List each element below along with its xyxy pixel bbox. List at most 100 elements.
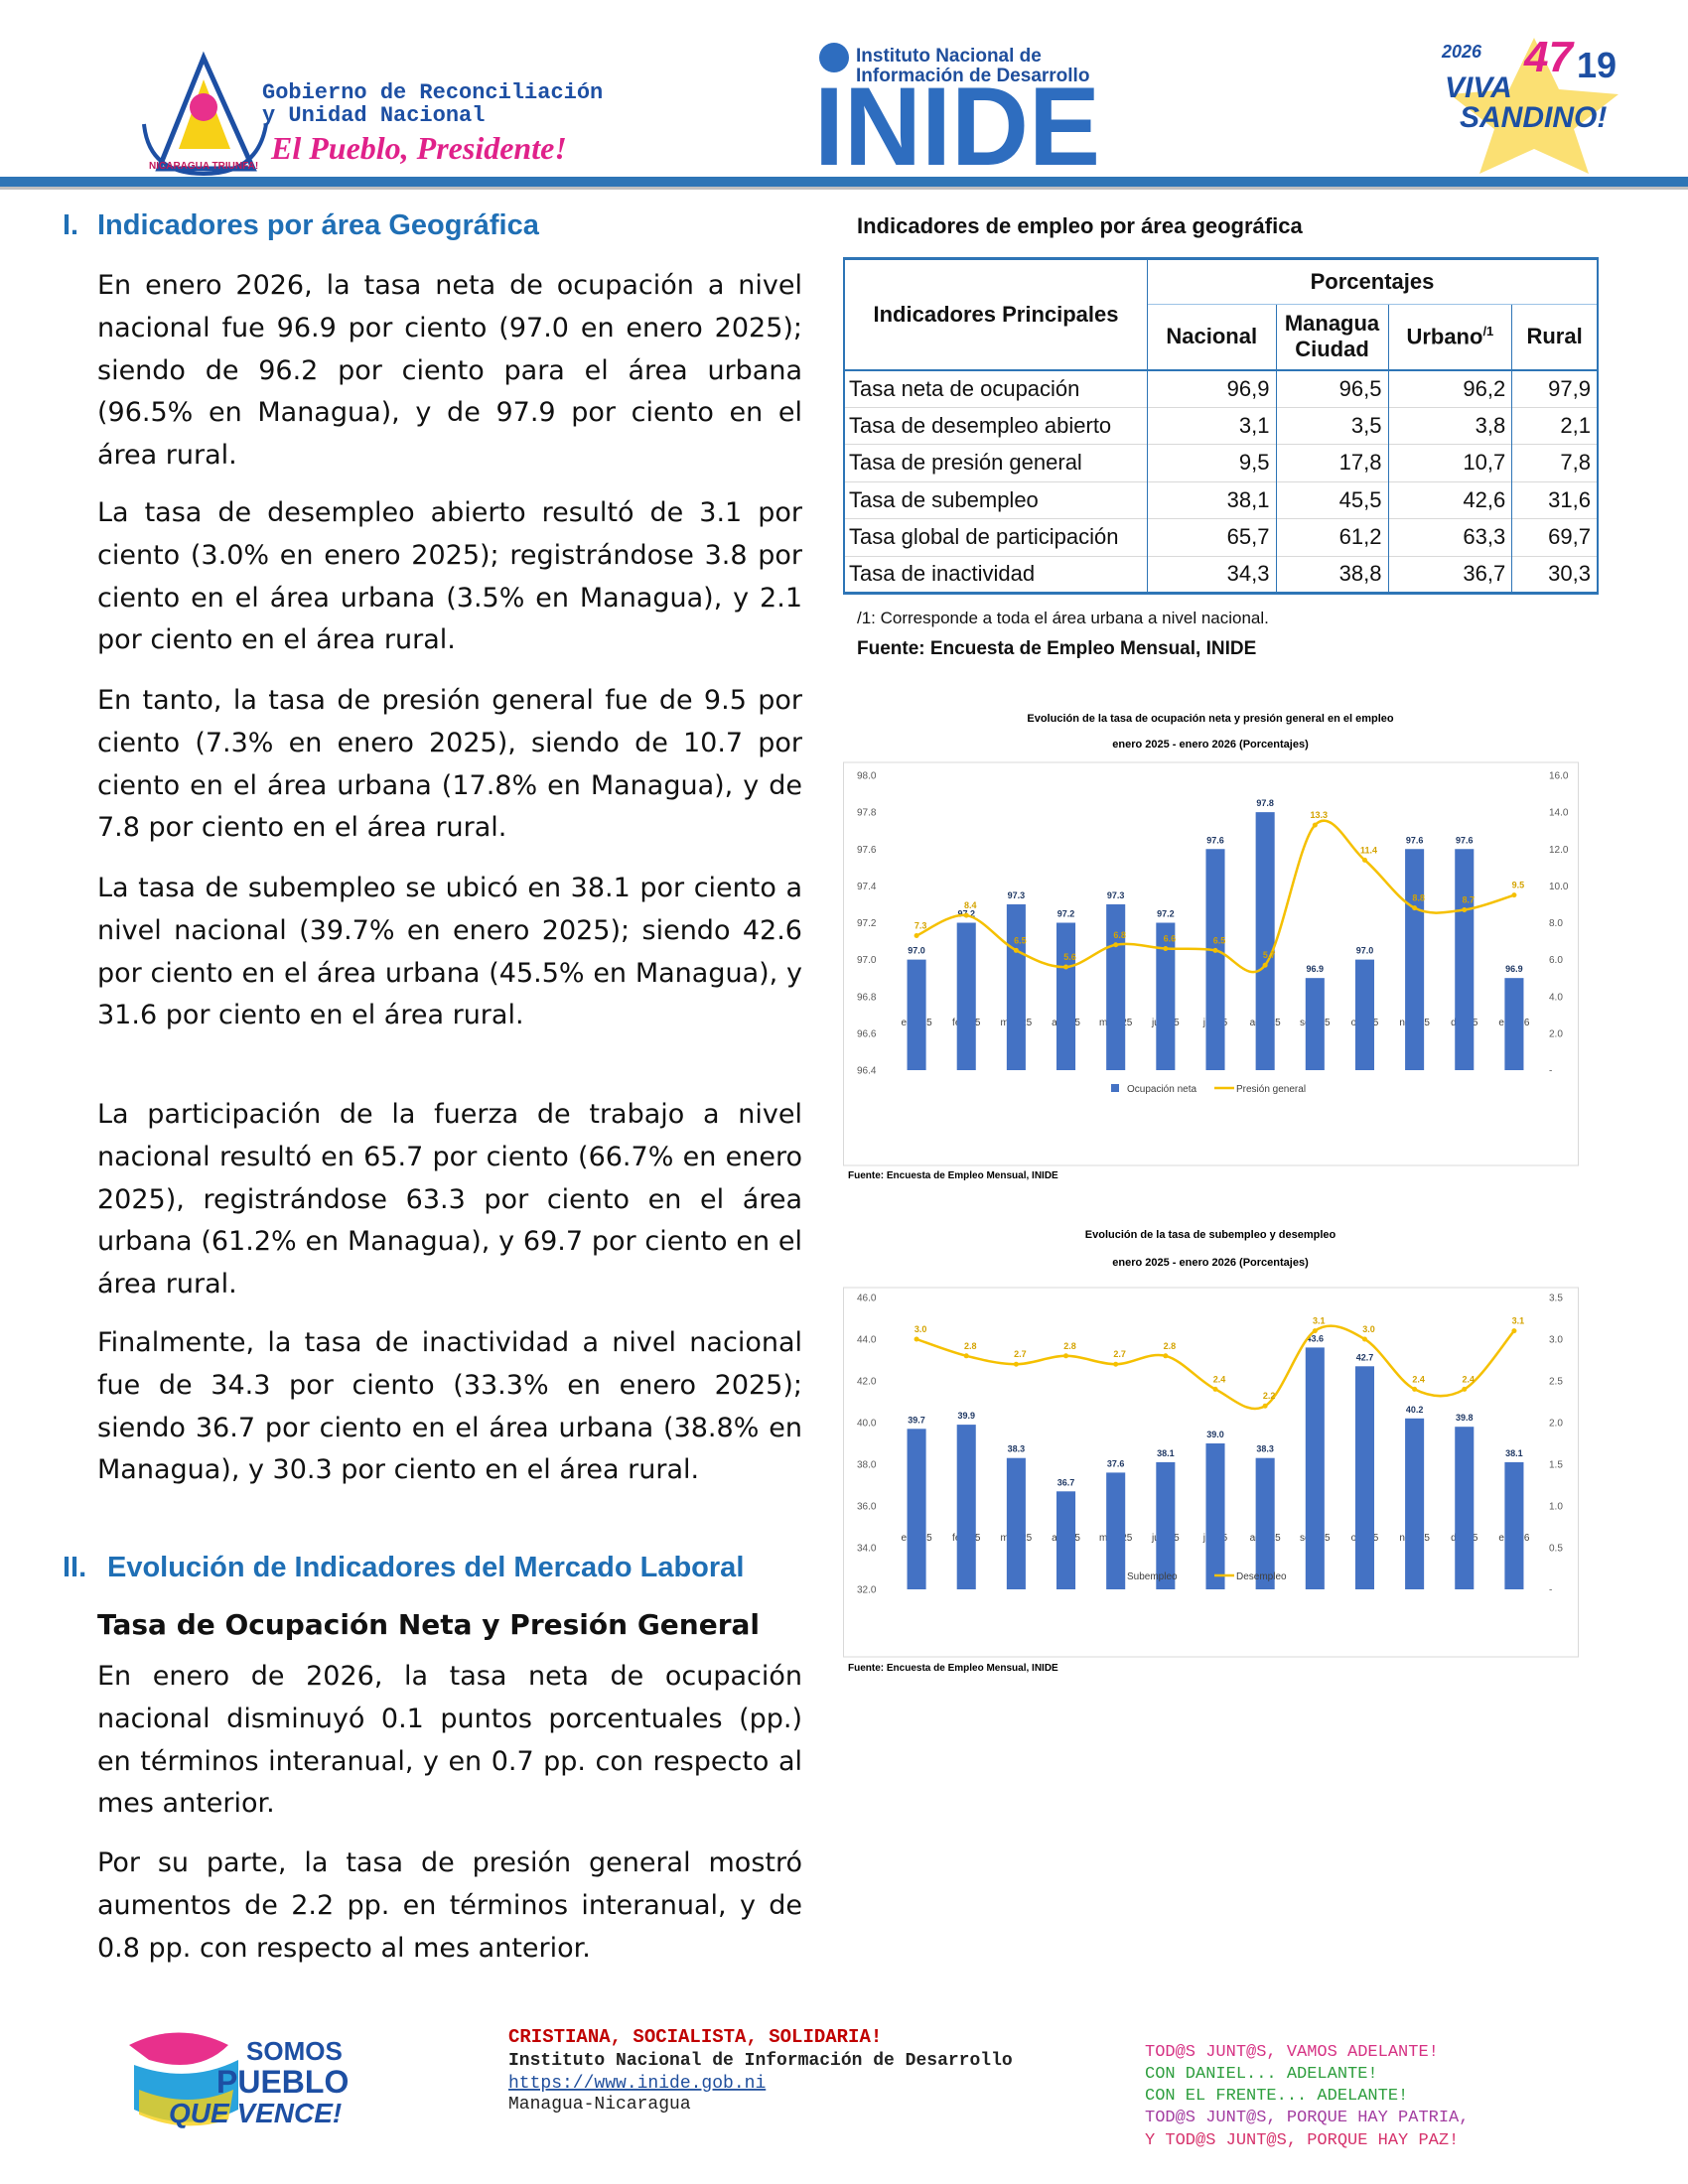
- column-header: Urbano/1: [1387, 304, 1512, 370]
- row-label: Tasa de presión general: [844, 444, 1148, 481]
- column-note: /1: [1482, 324, 1494, 340]
- table-row: Tasa de inactividad 34,3 38,8 36,7 30,3: [844, 556, 1598, 594]
- y2-tick-label: 1.0: [1549, 1502, 1563, 1513]
- legend-label: Subempleo: [1127, 1571, 1178, 1582]
- paragraph: La tasa de subempleo se ubicó en 38.1 po…: [97, 873, 802, 1031]
- government-logo: NICARAGUA TRIUNFA!: [142, 51, 268, 177]
- line-label: 6.5: [1213, 935, 1226, 945]
- bar-label: 97.8: [1256, 798, 1274, 808]
- line-marker: [1312, 822, 1318, 828]
- cell: 38,1: [1147, 481, 1276, 519]
- footer-slogan: CON DANIEL... ADELANTE!: [1145, 2065, 1378, 2084]
- page-header: NICARAGUA TRIUNFA! Gobierno de Reconcili…: [0, 33, 1688, 190]
- column-header: Nacional: [1147, 304, 1276, 370]
- chart-title: Evolución de la tasa de subempleo y dese…: [1085, 1229, 1336, 1241]
- anniv-number: 19: [1577, 45, 1617, 85]
- footer-logo-text: PUEBLO: [216, 2064, 349, 2100]
- subheading: Tasa de Ocupación Neta y Presión General: [97, 1608, 761, 1641]
- y-tick-label: 40.0: [857, 1419, 877, 1430]
- inide-logo: Instituto Nacional de Información de Des…: [814, 43, 1100, 189]
- bar: [956, 922, 976, 1070]
- cell: 3,5: [1275, 407, 1388, 445]
- y-tick-label: 36.0: [857, 1502, 877, 1513]
- line-label: 2.8: [964, 1341, 977, 1351]
- y-tick-label: 44.0: [857, 1335, 877, 1346]
- bar: [1455, 1427, 1475, 1589]
- y2-tick-label: 10.0: [1549, 882, 1569, 892]
- footer-logo-text: SOMOS: [246, 2036, 343, 2066]
- bar-label: 38.1: [1157, 1448, 1175, 1458]
- y-tick-label: 34.0: [857, 1544, 877, 1555]
- paragraph: En enero 2026, la tasa neta de ocupación…: [97, 270, 802, 472]
- legend-label: Desempleo: [1236, 1571, 1287, 1582]
- y-tick-label: 96.4: [857, 1066, 877, 1077]
- paragraph: Por su parte, la tasa de presión general…: [97, 1847, 802, 1964]
- bar-label: 38.3: [1256, 1444, 1274, 1454]
- line-label: 5.7: [1263, 950, 1276, 960]
- cell: 31,6: [1511, 481, 1598, 519]
- line-label: 5.6: [1063, 952, 1076, 962]
- table-row: Tasa neta de ocupación 96,9 96,5 96,2 97,9: [844, 369, 1598, 407]
- footer-slogan: TOD@S JUNT@S, PORQUE HAY PATRIA,: [1145, 2109, 1469, 2127]
- bar: [1255, 812, 1275, 1070]
- line-marker: [963, 912, 969, 918]
- y2-tick-label: 2.0: [1549, 1419, 1563, 1430]
- bar-label: 40.2: [1406, 1405, 1424, 1415]
- bar-label: 97.2: [1057, 909, 1075, 919]
- y2-tick-label: 14.0: [1549, 808, 1569, 819]
- line-marker: [1063, 1353, 1069, 1359]
- table-row: Tasa de presión general 9,5 17,8 10,7 7,8: [844, 444, 1598, 481]
- row-label: Tasa de inactividad: [844, 556, 1148, 594]
- y2-tick-label: 3.5: [1549, 1294, 1563, 1304]
- bar: [1056, 1491, 1076, 1589]
- inide-line: Instituto Nacional de: [856, 46, 1042, 67]
- y2-tick-label: 3.0: [1549, 1335, 1563, 1346]
- legend-swatch: [1111, 1084, 1119, 1092]
- line-label: 7.3: [914, 920, 927, 930]
- y2-tick-label: 8.0: [1549, 918, 1563, 929]
- bar-label: 96.9: [1307, 964, 1325, 974]
- cell: 17,8: [1275, 444, 1388, 481]
- section-title: Evolución de Indicadores del Mercado Lab…: [107, 1552, 745, 1583]
- cell: 96,2: [1387, 369, 1512, 407]
- paragraph: La tasa de desempleo abierto resultó de …: [97, 497, 802, 656]
- cell: 3,8: [1387, 407, 1512, 445]
- header-rule-shadow: [0, 187, 1688, 190]
- bar: [1056, 922, 1076, 1070]
- line-marker: [1212, 947, 1218, 953]
- chart-source: Fuente: Encuesta de Empleo Mensual, INID…: [848, 1170, 1058, 1181]
- section-heading: I. Indicadores por área Geográfica: [63, 209, 817, 242]
- line-marker: [914, 932, 919, 938]
- line-label: 8.7: [1463, 895, 1476, 905]
- line-label: 9.5: [1512, 881, 1525, 890]
- paragraph: Finalmente, la tasa de inactividad a niv…: [97, 1327, 802, 1486]
- anniversary-logo: 2026 47 19 VIVA SANDINO!: [1441, 33, 1618, 174]
- y-tick-label: 38.0: [857, 1460, 877, 1471]
- line-label: 2.8: [1164, 1341, 1177, 1351]
- cell: 96,5: [1275, 369, 1388, 407]
- chart: Evolución de la tasa de ocupación neta y…: [843, 713, 1579, 1181]
- line-marker: [1113, 942, 1119, 948]
- bar-label: 97.6: [1206, 835, 1224, 845]
- cell: 38,8: [1275, 556, 1388, 594]
- table-caption: Indicadores de empleo por área geográfic…: [857, 213, 1303, 238]
- y2-tick-label: 16.0: [1549, 771, 1569, 782]
- y-tick-label: 97.0: [857, 955, 877, 966]
- paragraph: La participación de la fuerza de trabajo…: [97, 1099, 802, 1300]
- inide-wordmark: INIDE: [814, 65, 1100, 189]
- bar: [1455, 849, 1475, 1070]
- section-heading: II. Evolución de Indicadores del Mercado …: [63, 1552, 817, 1584]
- bar: [956, 1425, 976, 1589]
- row-label: Tasa de subempleo: [844, 481, 1148, 519]
- line-marker: [1462, 907, 1468, 913]
- anniv-year: 2026: [1441, 42, 1482, 62]
- line-marker: [1511, 892, 1517, 898]
- table-source: Fuente: Encuesta de Empleo Mensual, INID…: [857, 638, 1257, 659]
- y2-tick-label: 4.0: [1549, 992, 1563, 1003]
- column-header: Managua Ciudad: [1275, 304, 1388, 370]
- footer-url[interactable]: https://www.inide.gob.ni: [508, 2074, 766, 2094]
- line-label: 3.1: [1512, 1316, 1525, 1326]
- line-label: 3.1: [1313, 1316, 1326, 1326]
- bar: [1255, 1457, 1275, 1589]
